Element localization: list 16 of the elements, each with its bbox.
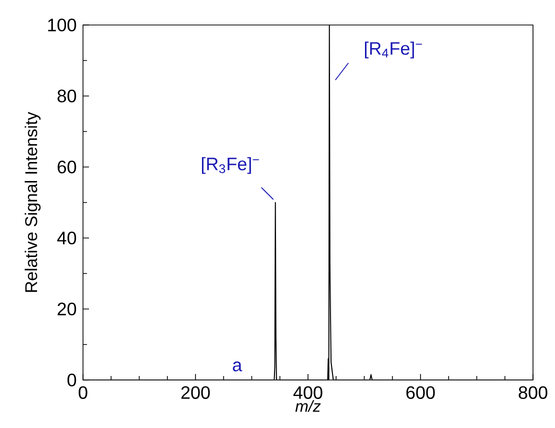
x-tick-label: 400 <box>293 386 322 399</box>
y-tick-label: 60 <box>58 160 76 174</box>
x-tick-label: 200 <box>181 386 210 399</box>
x-tick-label: 600 <box>406 386 435 399</box>
annotation: [R$_{4}$Fe]$^{−}$ <box>364 42 422 58</box>
y-axis-title: Relative Signal Intensity <box>24 112 41 292</box>
x-tick-label: 800 <box>518 386 548 399</box>
x-axis-title: m/z <box>295 400 321 412</box>
x-tick-label: 0 <box>78 386 88 399</box>
annotation: a <box>232 362 242 372</box>
annotation: [R$_{3}$Fe]$^{−}$ <box>202 157 259 174</box>
y-tick-label: 40 <box>57 232 76 244</box>
y-tick-label: 20 <box>58 302 76 316</box>
y-tick-label: 0 <box>67 374 76 386</box>
y-tick-label: 80 <box>58 90 76 102</box>
y-tick-label: 100 <box>48 18 76 32</box>
